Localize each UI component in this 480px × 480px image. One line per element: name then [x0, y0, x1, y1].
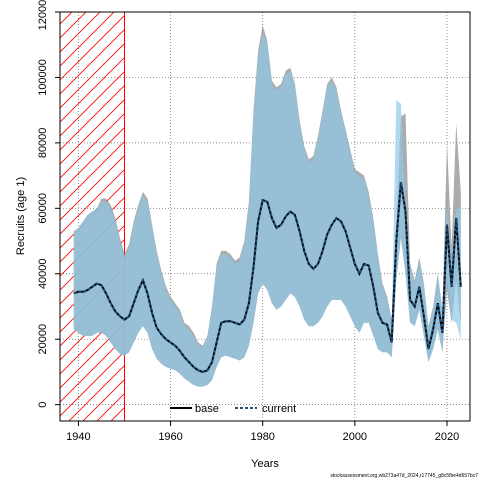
y-tick-label: 0	[37, 402, 49, 408]
y-tick-label: 120000	[37, 0, 49, 30]
legend-current-label: current	[262, 403, 296, 415]
legend: base current	[170, 403, 296, 415]
x-tick-label: 1960	[158, 431, 182, 443]
watermark: stockassessment.org,wb273a47d_2024,r1774…	[330, 473, 478, 479]
series-lines	[73, 181, 462, 373]
y-tick-label: 100000	[37, 59, 49, 96]
x-tick-label: 1980	[250, 431, 274, 443]
y-tick-label: 80000	[37, 128, 49, 159]
x-axis-title: Years	[251, 458, 279, 470]
legend-base-label: base	[195, 403, 219, 415]
y-axis-ticks: 0 20000 40000 60000 80000 100000 120000	[37, 0, 60, 408]
x-tick-label: 2000	[343, 431, 367, 443]
y-tick-label: 20000	[37, 324, 49, 355]
x-tick-label: 2020	[435, 431, 459, 443]
confidence-band-current	[73, 31, 461, 387]
y-axis-title: Recruits (age 1)	[15, 177, 27, 255]
y-tick-label: 60000	[37, 193, 49, 224]
x-tick-label: 1940	[66, 431, 90, 443]
series-line-current	[73, 181, 462, 373]
x-axis-ticks: 1940 1960 1980 2000 2020	[66, 421, 459, 443]
confidence-bands	[73, 25, 461, 387]
plot-frame	[59, 11, 471, 422]
y-tick-label: 40000	[37, 258, 49, 289]
